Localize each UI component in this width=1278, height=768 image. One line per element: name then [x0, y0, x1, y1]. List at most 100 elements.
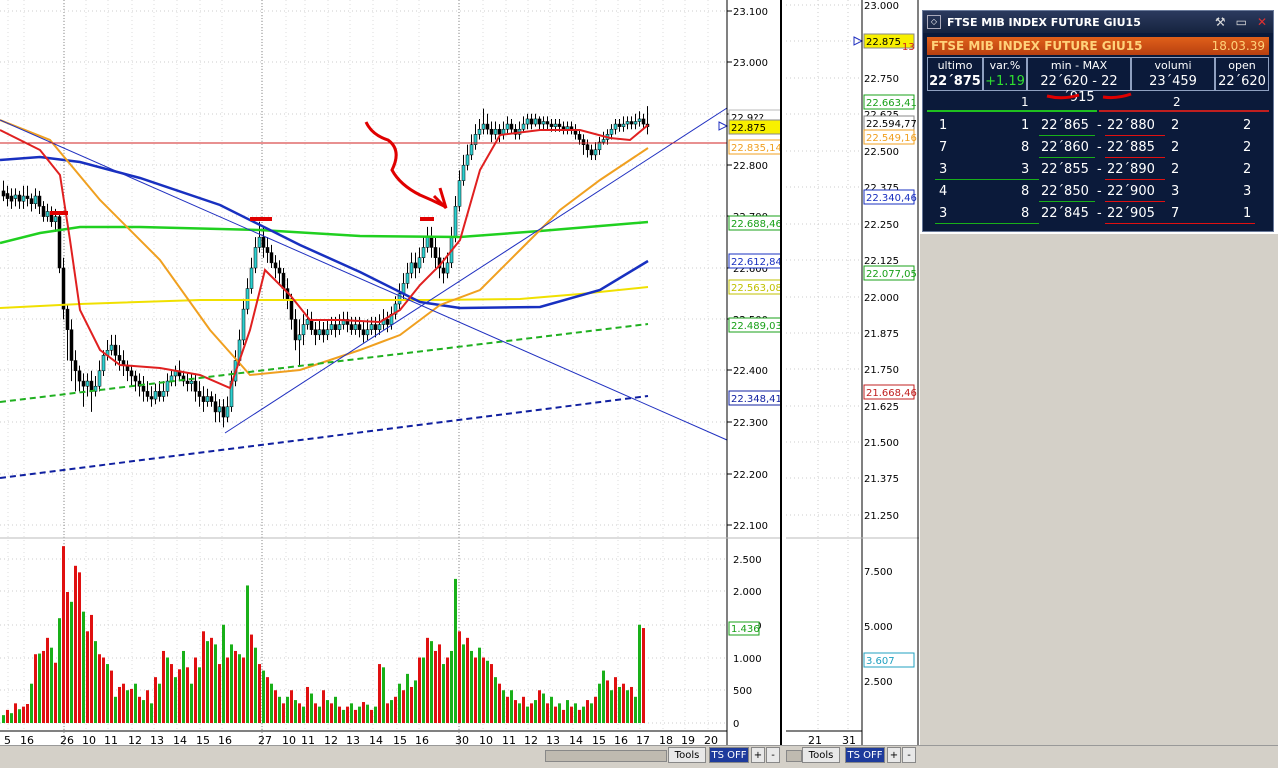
bid-underline [935, 179, 1039, 180]
candle-body [53, 216, 58, 222]
empty-panel-area [920, 234, 1278, 745]
main-tools-button[interactable]: Tools [668, 747, 706, 763]
candle-body [5, 193, 10, 199]
volume-bar [350, 703, 353, 723]
book-q-ask: 2 [1171, 140, 1180, 155]
volume-bar [322, 690, 325, 723]
volume-tick-label: 0 [733, 719, 739, 730]
time-axis-label: 30 [455, 734, 469, 745]
volume-bar [210, 637, 213, 723]
volume-bar [518, 703, 521, 723]
candle-body [489, 128, 494, 135]
candle-body [153, 391, 158, 400]
settings-icon[interactable]: ⚒ [1214, 15, 1226, 29]
volume-bar [578, 709, 581, 723]
time-axis-label: 17 [636, 734, 650, 745]
main-ts-off-button[interactable]: TS OFF [709, 747, 749, 763]
volume-bar [254, 647, 257, 723]
side-tools-button[interactable]: Tools [802, 747, 840, 763]
price-tick-label: 22.300 [733, 418, 768, 429]
book-n-ask: 2 [1243, 140, 1252, 155]
book-q-bid: 1 [1021, 118, 1030, 133]
candle-body [373, 324, 378, 330]
volume-bar [434, 650, 437, 723]
volume-bar [102, 657, 105, 723]
main-chart-grid [0, 0, 727, 745]
candle-body [261, 236, 266, 248]
side-ts-off-button[interactable]: TS OFF [845, 747, 885, 763]
candle-body [541, 121, 546, 125]
price-tick-label: 22.800 [733, 161, 768, 172]
book-row[interactable]: 3 8 22´845-22´905 7 1 [927, 203, 1269, 225]
volume-bar [306, 686, 309, 723]
side-horizontal-scrollbar[interactable] [786, 750, 802, 762]
candle-body [637, 118, 642, 122]
book-sep: - [1097, 118, 1102, 133]
candle-body [257, 236, 262, 248]
book-row[interactable]: 1 1 22´865-22´880 2 2 [927, 115, 1269, 137]
book-q-ask: 2 [1171, 118, 1180, 133]
volume-bar [34, 654, 37, 723]
minimize-icon[interactable]: ▭ [1235, 15, 1247, 29]
candle-body [225, 406, 230, 418]
quote-window-titlebar[interactable]: ◇ FTSE MIB INDEX FUTURE GIU15 ⚒ ▭ ✕ [923, 11, 1273, 33]
volume-bar [430, 641, 433, 723]
volume-bar [266, 677, 269, 723]
side-price-tick-label: 22.250 [864, 220, 899, 231]
volume-bar [382, 667, 385, 723]
main-price-chart[interactable]: 23.10023.00022.90022.80022.70022.60022.5… [0, 0, 782, 745]
candle-body [197, 391, 202, 397]
side-price-tick-label: 23.000 [864, 1, 899, 12]
volume-bar [558, 703, 561, 723]
main-zoom-out-button[interactable]: - [766, 747, 780, 763]
side-price-chart[interactable]: 23.00022.87522.75022.62522.50022.37522.2… [786, 0, 919, 745]
volume-bar [574, 703, 577, 723]
stat-min-max: min - MAX 22´620 - 22´915 [1027, 57, 1131, 105]
quote-window-title: FTSE MIB INDEX FUTURE GIU15 [947, 15, 1141, 29]
stat-value: 22´875 [929, 74, 981, 89]
book-ask: 22´890 [1107, 162, 1155, 177]
candle-body [421, 247, 426, 258]
time-axis-label: 10 [282, 734, 296, 745]
quote-window[interactable]: ◇ FTSE MIB INDEX FUTURE GIU15 ⚒ ▭ ✕ FTSE… [922, 10, 1274, 232]
candle-body [113, 344, 118, 356]
side-tag-green: 22.663,41 [863, 94, 917, 110]
candle-body [57, 216, 62, 269]
main-horizontal-scrollbar[interactable] [545, 750, 667, 762]
moving-average-red [0, 124, 649, 390]
last-update-time: 18.03.39 [1211, 39, 1265, 53]
candle-body [413, 262, 418, 269]
volume-bar [470, 650, 473, 723]
volume-bar [422, 657, 425, 723]
side-price-tick-label: 22.125 [864, 256, 899, 267]
close-icon[interactable]: ✕ [1256, 15, 1267, 29]
side-tag-last: 22.875 [863, 33, 915, 49]
candle-body [65, 308, 70, 330]
book-q-bid: 3 [1021, 162, 1030, 177]
candle-body [553, 123, 558, 127]
candle-body [297, 334, 302, 341]
candle-body [497, 128, 502, 135]
volume-bar [214, 644, 217, 723]
side-price-tick-label: 21.750 [864, 365, 899, 376]
volume-bar [634, 696, 637, 723]
time-axis-label: 27 [258, 734, 272, 745]
volume-bar [442, 664, 445, 723]
bid-underline [1039, 135, 1095, 136]
book-row[interactable]: 3 3 22´855-22´890 2 2 [927, 159, 1269, 181]
main-zoom-in-button[interactable]: + [751, 747, 765, 763]
candle-body [505, 123, 510, 130]
candle-body [477, 128, 482, 135]
side-price-tick-label: 22.500 [864, 147, 899, 158]
side-zoom-out-button[interactable]: - [902, 747, 916, 763]
book-row[interactable]: 7 8 22´860-22´885 2 2 [927, 137, 1269, 159]
time-axis-label: 16 [614, 734, 628, 745]
volume-bar [138, 696, 141, 723]
volume-bar [38, 653, 41, 723]
candle-body [509, 123, 514, 130]
candle-body [369, 324, 374, 330]
volume-bar [498, 683, 501, 723]
side-zoom-in-button[interactable]: + [887, 747, 901, 763]
candle-body [329, 324, 334, 330]
book-row[interactable]: 4 8 22´850-22´900 3 3 [927, 181, 1269, 203]
